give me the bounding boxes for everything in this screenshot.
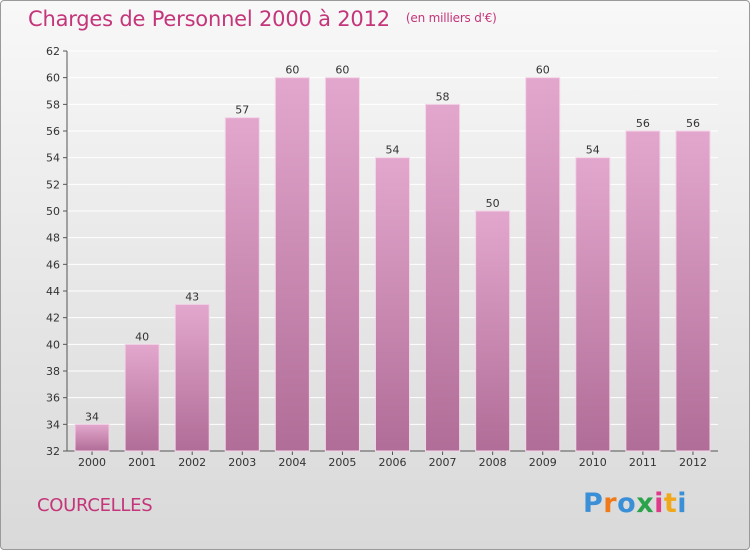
value-label: 54 — [586, 144, 600, 157]
logo-letter: t — [663, 488, 678, 519]
y-tick-label: 52 — [46, 178, 60, 191]
proxiti-logo: Proxiti — [583, 488, 687, 519]
y-tick-label: 58 — [46, 98, 60, 111]
x-tick-label: 2005 — [328, 456, 356, 469]
value-label: 60 — [335, 64, 349, 77]
bar-2010 — [575, 157, 611, 452]
bar-2006 — [374, 157, 411, 452]
y-tick-label: 40 — [46, 338, 60, 351]
value-label: 60 — [285, 64, 299, 77]
chart-title-text: Charges de Personnel 2000 à 2012 — [28, 7, 390, 31]
value-label: 43 — [185, 290, 199, 303]
y-tick-label: 36 — [46, 392, 60, 405]
bar-2002 — [174, 303, 210, 452]
value-label: 40 — [135, 330, 149, 343]
x-tick-label: 2010 — [579, 456, 607, 469]
bar-2003 — [224, 117, 260, 452]
bar-2008 — [475, 210, 511, 452]
x-tick-label: 2002 — [178, 456, 206, 469]
y-tick-label: 50 — [46, 205, 60, 218]
chart-title: Charges de Personnel 2000 à 2012 (en mill… — [28, 7, 497, 31]
logo-letter: x — [636, 488, 655, 519]
bar-2001 — [124, 343, 160, 452]
logo-letter: o — [617, 488, 637, 519]
bar-2005 — [324, 77, 360, 452]
value-label: 34 — [85, 410, 99, 423]
value-label: 54 — [386, 144, 400, 157]
y-tick-label: 32 — [46, 445, 60, 458]
y-tick-label: 38 — [46, 365, 60, 378]
bar-2009 — [525, 77, 561, 452]
x-tick-label: 2001 — [128, 456, 156, 469]
x-tick-label: 2012 — [679, 456, 707, 469]
bar-2012 — [675, 130, 711, 452]
y-tick-label: 42 — [46, 312, 60, 325]
bar-2004 — [274, 77, 310, 452]
bars — [74, 77, 711, 452]
logo-letter: i — [677, 488, 688, 519]
value-label: 57 — [235, 104, 249, 117]
bar-2011 — [625, 130, 661, 452]
value-label: 56 — [686, 117, 700, 130]
logo-letter: i — [654, 488, 664, 519]
value-label: 50 — [486, 197, 500, 210]
logo-letter: r — [603, 488, 618, 519]
y-tick-label: 46 — [46, 258, 60, 271]
bar-2000 — [74, 423, 110, 452]
value-label: 58 — [436, 90, 450, 103]
x-tick-label: 2006 — [379, 456, 407, 469]
x-tick-label: 2007 — [429, 456, 457, 469]
y-tick-label: 54 — [46, 152, 60, 165]
value-label: 56 — [636, 117, 650, 130]
value-label: 60 — [536, 64, 550, 77]
y-tick-label: 60 — [46, 72, 60, 85]
y-tick-label: 56 — [46, 125, 60, 138]
logo-letter: P — [583, 488, 604, 519]
x-tick-label: 2008 — [479, 456, 507, 469]
y-tick-label: 62 — [46, 45, 60, 58]
bar-2007 — [425, 103, 461, 452]
y-tick-label: 44 — [46, 285, 60, 298]
y-tick-label: 48 — [46, 232, 60, 245]
x-tick-label: 2000 — [78, 456, 106, 469]
x-tick-label: 2009 — [529, 456, 557, 469]
y-tick-label: 34 — [46, 418, 60, 431]
x-tick-label: 2003 — [228, 456, 256, 469]
labels: 32 34 36 38 40 42 44 46 48 50 52 54 56 58 60 62 34 2000 40… — [46, 45, 707, 469]
x-tick-label: 2011 — [629, 456, 657, 469]
x-tick-label: 2004 — [278, 456, 306, 469]
commune-name: COURCELLES — [37, 495, 153, 516]
chart-subtitle: (en milliers d'€) — [405, 11, 497, 25]
